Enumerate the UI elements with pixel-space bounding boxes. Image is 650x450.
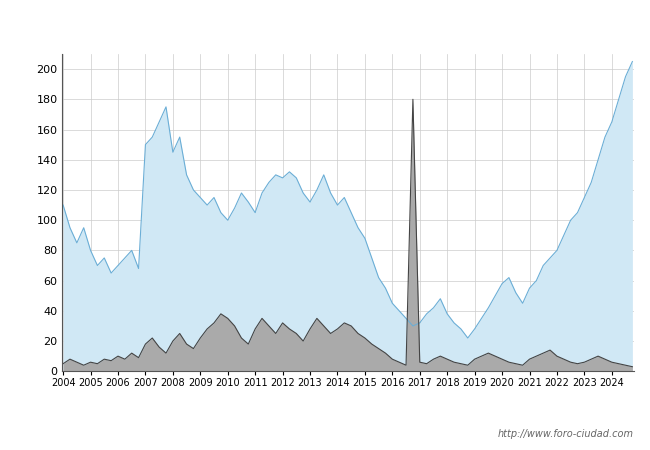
Text: Mieres - Evolucion del Nº de Transacciones Inmobiliarias: Mieres - Evolucion del Nº de Transaccion… (119, 16, 531, 31)
Text: http://www.foro-ciudad.com: http://www.foro-ciudad.com (498, 429, 634, 439)
